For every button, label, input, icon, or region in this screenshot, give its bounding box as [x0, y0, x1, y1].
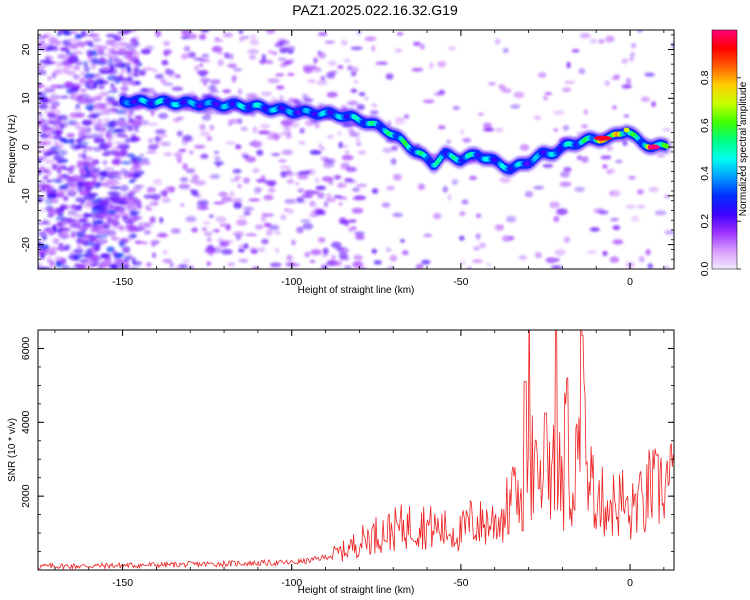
- spectrogram-noise: [38, 30, 674, 269]
- colorbar-label: Normalized spectral amplitude: [738, 81, 749, 216]
- snr-y-axis-label: SNR (10 * v/v): [7, 418, 18, 482]
- spectrogram-y-axis-label: Frequency (Hz): [7, 115, 18, 184]
- colorbar-tick-label: 0.8: [699, 70, 711, 85]
- snr-background: [38, 330, 674, 570]
- spectrogram-ridge: [117, 91, 672, 178]
- spectrogram-y-tick-label: 10: [20, 92, 32, 104]
- snr-line: [38, 330, 674, 570]
- snr-y-tick-label: 2000: [20, 484, 32, 508]
- snr-y-tick-label: 4000: [20, 410, 32, 434]
- spectrogram-heatmap: [38, 30, 674, 269]
- spectrogram-y-tick-label: 20: [20, 44, 32, 56]
- snr-frame: [37, 329, 675, 571]
- colorbar-gradient: [711, 29, 738, 270]
- spectrogram-x-tick-label: -50: [453, 276, 468, 288]
- spectrogram-panel: -150 -100 -50 0 20 10 0 -10 -20 Height of straig…: [7, 29, 675, 296]
- colorbar: 0.0 0.2 0.4 0.6 0.8 Normalized spectral ampl…: [699, 29, 749, 276]
- spectrogram-frame: [37, 29, 675, 270]
- snr-x-axis-label: Height of straight line (km): [298, 585, 415, 596]
- colorbar-tick-label: 0.4: [699, 166, 711, 181]
- spectrogram-x-tick-label: -150: [112, 276, 133, 288]
- spectrogram-x-axis-label: Height of straight line (km): [298, 285, 415, 296]
- snr-axes: -150 -100 -50 0 2000 4000 6000: [20, 330, 674, 589]
- snr-x-tick-label: 0: [627, 577, 633, 589]
- spectrogram-peak: [593, 135, 612, 141]
- spectrogram-peak: [623, 127, 630, 133]
- snr-x-tick-label: -100: [281, 577, 302, 589]
- colorbar-tick-label: 0.2: [699, 214, 711, 229]
- snr-x-tick-label: -50: [453, 577, 468, 589]
- spectrogram-x-tick-label: -100: [281, 276, 302, 288]
- figure-title: PAZ1.2025.022.16.32.G19: [292, 2, 458, 18]
- spectrogram-y-tick-label: -10: [20, 188, 32, 203]
- spectrogram-x-tick-label: 0: [627, 276, 633, 288]
- snr-x-tick-label: -150: [112, 577, 133, 589]
- spectrogram-peak: [647, 144, 660, 150]
- colorbar-tick-label: 0.6: [699, 118, 711, 133]
- snr-y-tick-label: 6000: [20, 337, 32, 361]
- snr-series: [38, 330, 674, 570]
- snr-panel: -150 -100 -50 0 2000 4000 6000 Height of strai…: [7, 329, 675, 596]
- spectrogram-y-tick-label: 0: [20, 144, 32, 150]
- spectrogram-axes: -150 -100 -50 0 20 10 0 -10 -20: [20, 30, 674, 288]
- colorbar-tick-label: 0.0: [699, 262, 711, 277]
- spectrogram-y-tick-label: -20: [20, 237, 32, 252]
- colorbar-ticks: 0.0 0.2 0.4 0.6 0.8: [699, 70, 741, 276]
